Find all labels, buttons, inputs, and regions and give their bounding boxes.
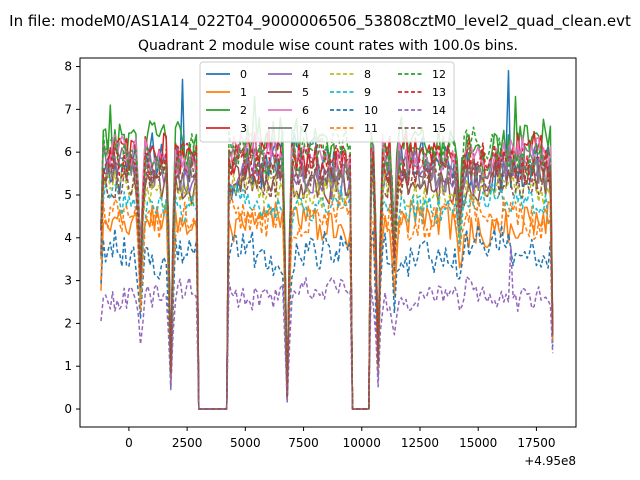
legend-label-6: 6 [302, 104, 309, 117]
series-line-14 [100, 245, 554, 410]
y-tick-label: 1 [64, 359, 72, 373]
legend-label-1: 1 [240, 86, 247, 99]
legend-label-9: 9 [364, 86, 371, 99]
legend-label-2: 2 [240, 104, 247, 117]
y-tick-label: 7 [64, 102, 72, 116]
legend-label-10: 10 [364, 104, 378, 117]
legend-label-7: 7 [302, 122, 309, 135]
series-line-5 [100, 158, 554, 410]
x-tick-label: 15000 [459, 436, 497, 450]
series-line-8 [100, 169, 554, 410]
x-tick-label: 7500 [288, 436, 319, 450]
legend-label-11: 11 [364, 122, 378, 135]
plot-area-frame [79, 57, 577, 428]
legend-label-14: 14 [432, 104, 446, 117]
series-line-10 [100, 224, 554, 410]
x-tick-label: 2500 [172, 436, 203, 450]
x-tick-label: 10000 [343, 436, 381, 450]
series-line-4 [100, 150, 554, 410]
y-tick-label: 3 [64, 274, 72, 288]
series-line-13 [100, 136, 554, 410]
series-line-15 [100, 155, 554, 410]
y-tick-label: 8 [64, 60, 72, 74]
chart-title: Quadrant 2 module wise count rates with … [138, 38, 518, 54]
legend-label-12: 12 [432, 68, 446, 81]
series-line-11 [100, 192, 554, 410]
legend-label-4: 4 [302, 68, 309, 81]
y-axis: 0 1 2 3 4 5 6 7 8 [64, 60, 80, 416]
x-tick-label: 0 [125, 436, 133, 450]
x-offset-label: +4.95e8 [524, 454, 576, 468]
y-tick-label: 5 [64, 188, 72, 202]
x-tick-label: 12500 [401, 436, 439, 450]
legend-label-15: 15 [432, 122, 446, 135]
x-axis: 0 2500 5000 7500 10000 12500 15000 17500 [125, 427, 556, 450]
y-tick-label: 0 [64, 402, 72, 416]
legend-label-8: 8 [364, 68, 371, 81]
legend-label-0: 0 [240, 68, 247, 81]
y-tick-label: 4 [64, 231, 72, 245]
x-tick-label: 17500 [517, 436, 555, 450]
legend-label-5: 5 [302, 86, 309, 99]
y-tick-label: 6 [64, 145, 72, 159]
legend-frame [199, 61, 455, 143]
legend-label-13: 13 [432, 86, 446, 99]
chart-suptitle: In file: modeM0/AS1A14_022T04_9000006506… [9, 12, 631, 31]
legend-label-3: 3 [240, 122, 247, 135]
x-tick-label: 5000 [230, 436, 261, 450]
y-tick-label: 2 [64, 316, 72, 330]
